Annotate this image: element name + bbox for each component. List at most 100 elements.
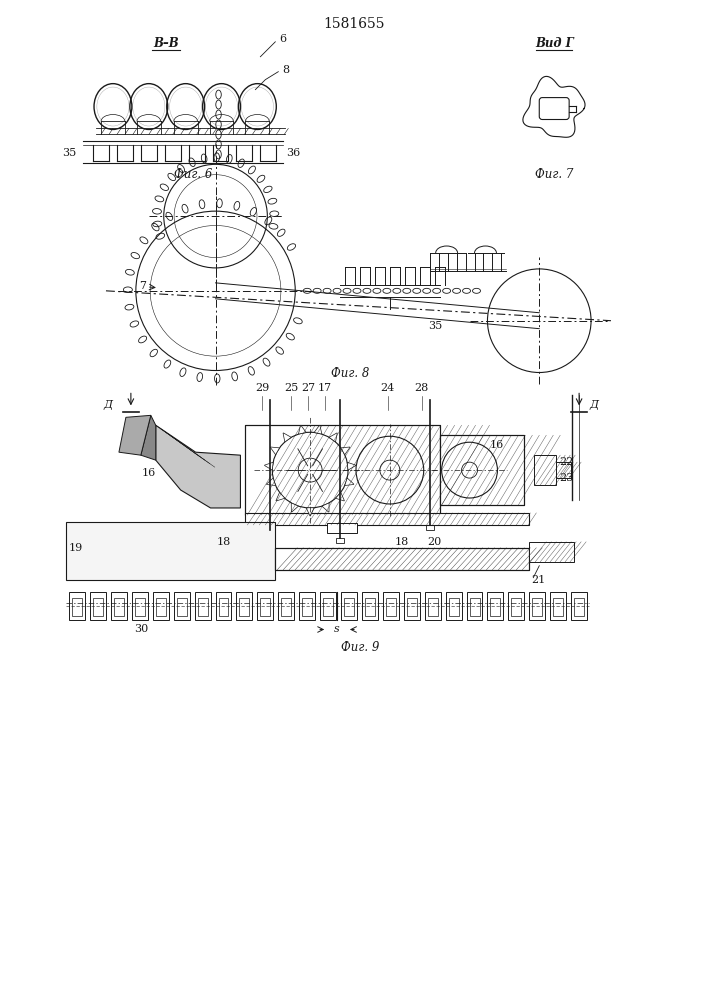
Polygon shape: [345, 478, 354, 486]
Text: 19: 19: [69, 543, 83, 553]
Bar: [467, 592, 482, 620]
Text: 30: 30: [134, 624, 148, 634]
Polygon shape: [270, 447, 279, 455]
Text: 36: 36: [286, 148, 300, 158]
Bar: [530, 542, 574, 562]
Bar: [428, 598, 438, 616]
Text: 18: 18: [216, 537, 230, 547]
Bar: [135, 598, 145, 616]
Bar: [245, 425, 440, 515]
Circle shape: [272, 432, 348, 508]
Polygon shape: [347, 462, 356, 470]
Bar: [491, 598, 501, 616]
Bar: [556, 462, 571, 478]
Bar: [194, 592, 211, 620]
Bar: [365, 598, 375, 616]
Text: s: s: [334, 624, 340, 634]
Bar: [341, 592, 357, 620]
Bar: [344, 598, 354, 616]
Text: Д: Д: [590, 400, 599, 410]
Bar: [114, 598, 124, 616]
Bar: [66, 522, 275, 580]
Bar: [425, 592, 440, 620]
Polygon shape: [336, 492, 344, 501]
Bar: [281, 598, 291, 616]
Bar: [260, 598, 270, 616]
Bar: [132, 592, 148, 620]
Text: 28: 28: [414, 383, 429, 393]
Circle shape: [442, 442, 498, 498]
Text: Фиг. 7: Фиг. 7: [535, 168, 573, 181]
Polygon shape: [141, 415, 156, 460]
Bar: [449, 598, 459, 616]
Text: 16: 16: [141, 468, 156, 478]
Text: 8: 8: [283, 65, 290, 75]
Bar: [257, 592, 274, 620]
Bar: [245, 425, 440, 515]
Polygon shape: [329, 433, 337, 442]
Circle shape: [356, 436, 423, 504]
Polygon shape: [291, 503, 298, 512]
Bar: [279, 592, 294, 620]
Text: 1581655: 1581655: [323, 17, 385, 31]
Text: 29: 29: [255, 383, 269, 393]
Bar: [574, 598, 584, 616]
Text: 24: 24: [381, 383, 395, 393]
Bar: [302, 598, 312, 616]
Text: 23: 23: [559, 473, 573, 483]
Polygon shape: [267, 478, 276, 486]
Polygon shape: [322, 503, 329, 512]
Text: 20: 20: [428, 537, 442, 547]
Bar: [511, 598, 521, 616]
Bar: [508, 592, 525, 620]
Text: 17: 17: [318, 383, 332, 393]
Text: Фиг. 6: Фиг. 6: [175, 168, 213, 181]
Bar: [440, 435, 525, 505]
Text: 7: 7: [139, 281, 146, 291]
Bar: [198, 598, 208, 616]
Bar: [404, 592, 420, 620]
Polygon shape: [283, 433, 291, 442]
Bar: [550, 592, 566, 620]
Bar: [174, 592, 189, 620]
Text: 25: 25: [284, 383, 298, 393]
Circle shape: [462, 462, 477, 478]
Bar: [267, 530, 274, 535]
Polygon shape: [276, 492, 285, 501]
Bar: [530, 592, 545, 620]
Bar: [445, 592, 462, 620]
Text: 22: 22: [559, 457, 573, 467]
Polygon shape: [306, 508, 314, 516]
Bar: [218, 598, 228, 616]
Circle shape: [298, 458, 322, 482]
Polygon shape: [298, 425, 306, 434]
Polygon shape: [341, 447, 350, 455]
Bar: [245, 513, 530, 525]
Bar: [553, 598, 563, 616]
Bar: [362, 592, 378, 620]
Bar: [156, 598, 165, 616]
Bar: [72, 598, 82, 616]
Bar: [336, 538, 344, 543]
Text: 21: 21: [531, 575, 546, 585]
Text: 27: 27: [301, 383, 315, 393]
Bar: [426, 525, 433, 530]
Bar: [487, 592, 503, 620]
Text: Фиг. 9: Фиг. 9: [341, 641, 379, 654]
Text: 35: 35: [62, 148, 76, 158]
Bar: [153, 592, 169, 620]
Bar: [534, 455, 556, 485]
Text: Д: Д: [103, 400, 112, 410]
Polygon shape: [119, 415, 151, 455]
Bar: [90, 592, 106, 620]
Bar: [236, 592, 252, 620]
Bar: [240, 598, 250, 616]
Bar: [440, 435, 525, 505]
Bar: [93, 598, 103, 616]
Bar: [407, 598, 416, 616]
Bar: [69, 592, 85, 620]
Text: 6: 6: [280, 34, 287, 44]
Bar: [469, 598, 479, 616]
Bar: [532, 598, 542, 616]
Polygon shape: [156, 425, 240, 508]
